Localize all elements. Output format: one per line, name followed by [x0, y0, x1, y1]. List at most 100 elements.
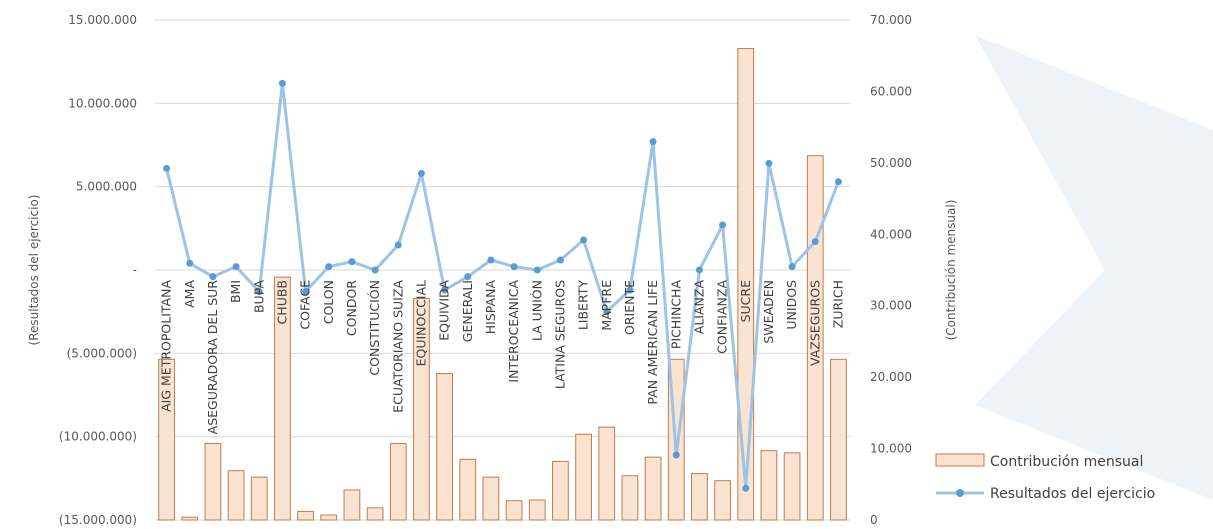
line-point [209, 273, 217, 281]
legend-label-resultados: Resultados del ejercicio [990, 486, 1155, 502]
bar [621, 475, 639, 521]
category-label: MAPFRE [599, 280, 614, 331]
bar [204, 443, 222, 521]
right-tick-label: 50.000 [870, 156, 912, 170]
line-point [464, 273, 472, 281]
line-point [788, 263, 796, 271]
left-tick-label: 10.000.000 [68, 96, 137, 110]
category-label: PICHINCHA [668, 280, 683, 350]
watermark-shape [975, 35, 1213, 500]
line-point [441, 286, 449, 294]
line-point [417, 169, 425, 177]
category-label: ZURICH [830, 280, 845, 328]
line-point [325, 263, 333, 271]
category-label: ASEGURADORA DEL SUR [205, 280, 220, 435]
category-label: SWEADEN [761, 280, 776, 344]
bar [783, 452, 801, 521]
right-tick-label: 40.000 [870, 227, 912, 241]
category-label: COFACE [298, 280, 313, 330]
bar [413, 298, 430, 521]
left-axis-title: (Resultados del ejercicio) [27, 195, 41, 346]
category-label: BUPA [251, 280, 266, 313]
bar [575, 433, 592, 521]
line-point [556, 256, 564, 264]
left-tick-label: 5.000.000 [76, 180, 137, 194]
category-label: ECUATORIANO SUIZA [390, 280, 405, 413]
line-point [765, 159, 773, 167]
category-label: LA UNIÓN [529, 280, 544, 341]
category-label: HISPANA [483, 280, 498, 335]
line-point [834, 178, 842, 186]
right-tick-label: 10.000 [870, 442, 912, 456]
category-label: LATINA SEGUROS [552, 280, 567, 389]
bar [552, 460, 569, 521]
line-point [302, 288, 310, 296]
series-line-resultados [165, 81, 840, 490]
line-point [348, 258, 356, 266]
right-tick-label: 30.000 [870, 299, 912, 313]
right-tick-label: 0 [870, 513, 878, 527]
line-point [255, 288, 263, 296]
bar [482, 476, 500, 521]
category-label: PAN AMERICAN LIFE [645, 280, 660, 405]
bar [760, 450, 778, 521]
bar [181, 516, 199, 521]
category-label: CONSTITUCIÓN [367, 280, 382, 376]
category-label: VAZSEGUROS [807, 280, 822, 366]
line-point [811, 238, 819, 246]
bar [366, 507, 384, 521]
left-tick-label: (15.000.000) [59, 513, 137, 527]
legend-swatch-contribucion [935, 453, 985, 467]
bar [297, 510, 314, 521]
bar [737, 48, 755, 521]
category-label: LIBERTY [576, 280, 591, 331]
line-point [580, 236, 588, 244]
category-label: GENERALI [460, 280, 475, 342]
category-label: INTEROCEANICA [506, 280, 521, 383]
category-label: AIG METROPOLITANA [159, 280, 174, 412]
right-tick-label: 60.000 [870, 84, 912, 98]
right-tick-label: 20.000 [870, 370, 912, 384]
category-label: CONFIANZA [715, 280, 730, 354]
line-point [510, 263, 518, 271]
bar [227, 470, 245, 521]
bar [644, 456, 662, 521]
line-point [719, 221, 727, 229]
legend-marker-resultados [956, 489, 964, 497]
category-label: EQUIVIDA [437, 280, 452, 341]
bar [691, 473, 708, 521]
line-point [394, 241, 402, 249]
line-point [649, 138, 657, 146]
category-label: SUCRE [738, 280, 753, 322]
bar [320, 514, 338, 521]
category-label: ORIENTE [622, 280, 637, 335]
bar [389, 443, 407, 521]
line-point [278, 79, 286, 87]
line-point [533, 266, 541, 274]
category-label: EQUINOCCIAL [413, 280, 428, 366]
category-label: UNIDOS [784, 280, 799, 330]
category-label: COLON [321, 280, 336, 324]
line-point [186, 259, 194, 267]
right-axis-title: (Contribución mensual) [944, 200, 958, 341]
line-point [163, 164, 171, 172]
line-point [232, 263, 240, 271]
line-point [487, 256, 495, 264]
line-point [695, 266, 703, 274]
bar [274, 276, 291, 521]
category-label: BMI [228, 280, 243, 303]
line-point [603, 308, 611, 316]
bar [714, 480, 731, 521]
bar [250, 476, 268, 521]
left-tick-label: 15.000.000 [68, 13, 137, 27]
bar [598, 426, 616, 521]
category-label: AMA [182, 280, 197, 308]
line-point [626, 286, 634, 294]
category-label: CHUBB [274, 280, 289, 324]
bar [459, 458, 477, 521]
legend-label-contribucion: Contribución mensual [990, 454, 1143, 470]
bar [830, 358, 847, 521]
line-point [742, 484, 750, 492]
right-tick-label: 70.000 [870, 13, 912, 27]
